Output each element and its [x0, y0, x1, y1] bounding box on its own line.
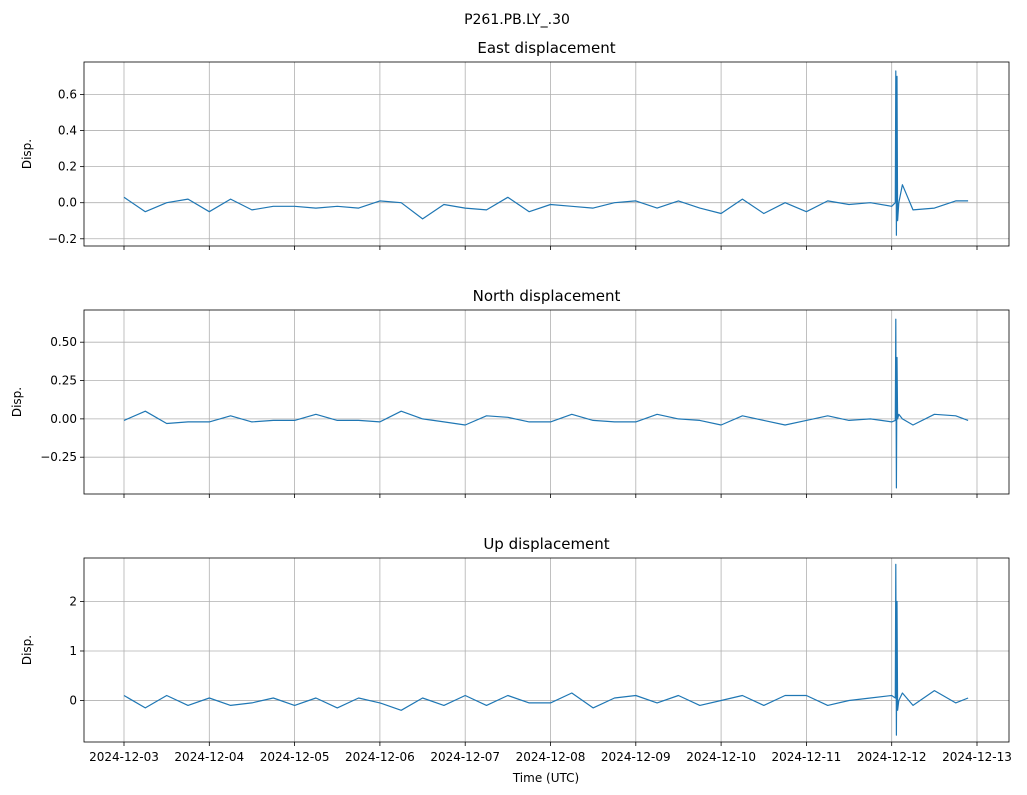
x-tick-label: 2024-12-08 [516, 750, 586, 764]
series-line [123, 563, 969, 736]
x-tick-label: 2024-12-09 [601, 750, 671, 764]
x-tick-label: 2024-12-12 [857, 750, 927, 764]
y-tick-label: 2 [69, 595, 77, 609]
y-axis-label: Disp. [20, 635, 34, 665]
axes-frame [83, 61, 1010, 247]
y-tick-label: 0.0 [58, 196, 77, 210]
x-tick-label: 2024-12-04 [174, 750, 244, 764]
figure-suptitle: P261.PB.LY_.30 [464, 12, 570, 28]
y-tick-label: 0.4 [58, 124, 77, 138]
series-line [123, 70, 969, 236]
y-tick-label: 0.25 [50, 374, 77, 388]
axes-frame [83, 309, 1010, 495]
x-tick-label: 2024-12-07 [430, 750, 500, 764]
axes-frame [83, 557, 1010, 743]
y-tick-label: 0.6 [58, 87, 77, 101]
x-tick-label: 2024-12-13 [942, 750, 1012, 764]
subplot-3: 2024-12-03 2024-12-04 2024-12-05 2024-12-06… [20, 535, 1012, 764]
series-line [123, 318, 969, 489]
y-tick-label: −0.25 [40, 450, 77, 464]
y-axis-label: Disp. [20, 139, 34, 169]
x-tick-label: 2024-12-10 [686, 750, 756, 764]
subplot-title: East displacement [477, 39, 615, 57]
x-tick-label: 2024-12-03 [89, 750, 159, 764]
x-tick-label: 2024-12-11 [772, 750, 842, 764]
y-axis-label: Disp. [10, 387, 24, 417]
y-tick-label: −0.2 [48, 232, 77, 246]
x-axis-label: Time (UTC) [512, 771, 579, 785]
subplot-1: −0.2 0.0 0.2 0.4 0.6 East displacement Disp. [20, 39, 1010, 250]
x-tick-label: 2024-12-05 [260, 750, 330, 764]
x-tick-label: 2024-12-06 [345, 750, 415, 764]
subplot-title: Up displacement [483, 535, 609, 553]
y-tick-label: 0.00 [50, 412, 77, 426]
y-tick-label: 0.2 [58, 160, 77, 174]
y-tick-label: 1 [69, 644, 77, 658]
y-tick-label: 0.50 [50, 335, 77, 349]
y-tick-label: 0 [69, 693, 77, 707]
subplot-2: −0.25 0.00 0.25 0.50 North displacement Disp. [10, 287, 1010, 498]
subplot-title: North displacement [473, 287, 621, 305]
